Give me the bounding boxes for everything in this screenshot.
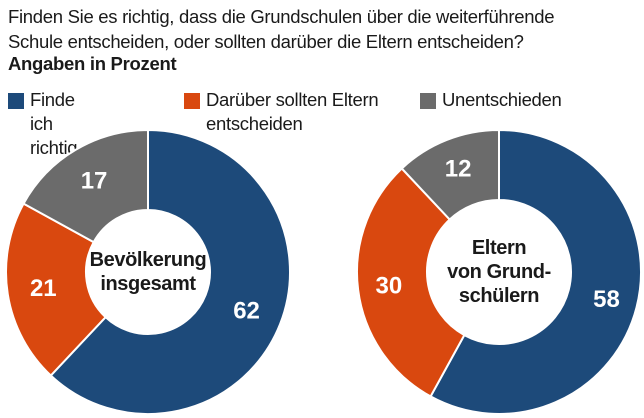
donut-center-label: Bevölkerung	[90, 249, 207, 271]
slice-value-label: 30	[376, 272, 403, 299]
slice-value-label: 17	[81, 167, 108, 194]
donut-center-label: Eltern	[472, 237, 526, 259]
donut-center-label: schülern	[459, 285, 539, 307]
donut-slice-unentschieden	[22, 128, 149, 244]
chart-subtitle: Angaben in Prozent	[8, 53, 177, 74]
legend-label: Darüber sollten Eltern entscheiden	[206, 89, 379, 134]
chart-legend: Finde ich richtig Darüber sollten Eltern…	[0, 88, 644, 158]
legend-swatch-blue	[8, 93, 24, 109]
donut-center-label: insgesamt	[100, 273, 196, 295]
question-line-2: Schule entscheiden, oder sollten darüber…	[8, 31, 524, 52]
donut-center-label: von Grund-	[447, 261, 551, 283]
donut-slice-dar-ber-sollten-eltern-entscheiden	[5, 202, 107, 377]
legend-label: Finde ich richtig	[30, 89, 78, 158]
legend-label: Unentschieden	[442, 89, 562, 110]
slice-value-label: 21	[30, 275, 57, 302]
donut-slice-unentschieden	[400, 128, 500, 221]
slice-value-label: 62	[233, 298, 260, 325]
donut-slice-dar-ber-sollten-eltern-entscheiden	[356, 167, 466, 398]
legend-swatch-gray	[420, 93, 436, 109]
donut-slice-finde-ich-richtig	[429, 128, 642, 415]
legend-swatch-orange	[184, 93, 200, 109]
donut-slice-finde-ich-richtig	[49, 128, 291, 415]
question-text: Finden Sie es richtig, dass die Grundsch…	[8, 4, 638, 54]
slice-value-label: 58	[593, 286, 620, 313]
slice-value-label: 12	[445, 155, 472, 182]
question-line-1: Finden Sie es richtig, dass die Grundsch…	[8, 6, 555, 27]
